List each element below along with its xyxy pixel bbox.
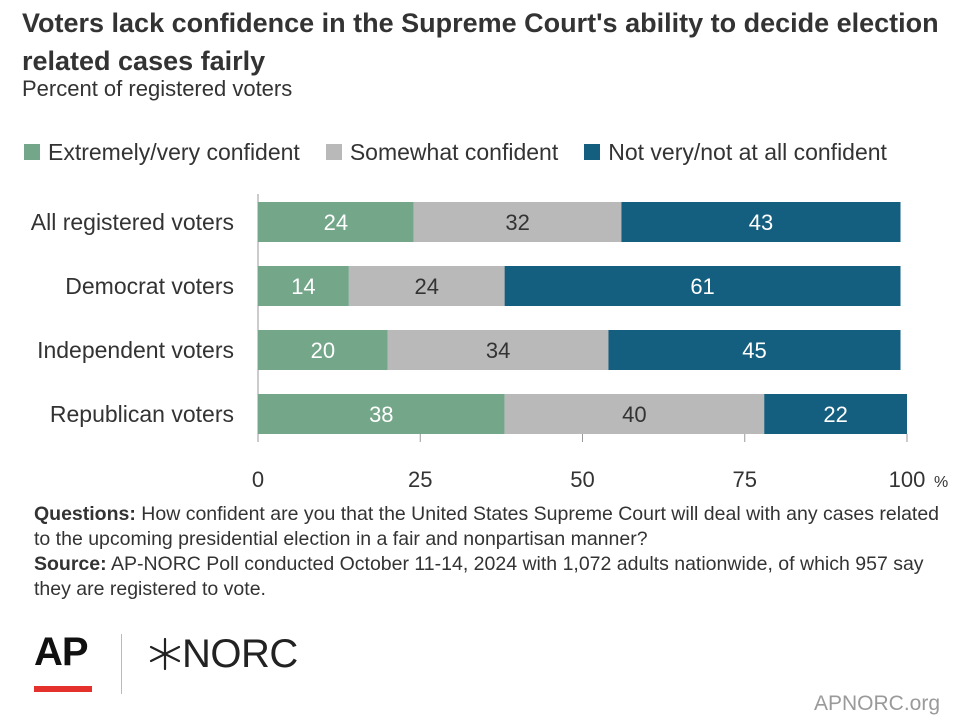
- category-label: Republican voters: [50, 401, 234, 427]
- x-tick-label: 50: [570, 467, 594, 490]
- legend-swatch-somewhat: [325, 144, 342, 160]
- bar-segment: [504, 394, 765, 434]
- legend-label-not-confident: Not very/not at all confident: [608, 138, 887, 165]
- data-label: 34: [486, 338, 510, 363]
- bar-segment: [258, 266, 349, 306]
- bar-segment: [621, 202, 901, 242]
- bar-segment: [258, 202, 414, 242]
- bar-chart: All registered voters 24 32 43 Democrat vote…: [31, 194, 948, 490]
- data-label: 38: [369, 402, 393, 427]
- bar-segment: [258, 394, 505, 434]
- logo-divider: [121, 634, 122, 694]
- category-label: All registered voters: [31, 209, 234, 235]
- category-label: Democrat voters: [65, 273, 234, 299]
- x-unit-label: %: [934, 474, 948, 490]
- norc-star-icon: [149, 637, 181, 671]
- data-label: 24: [414, 274, 438, 299]
- bar-segment: [258, 330, 388, 370]
- data-label: 20: [311, 338, 335, 363]
- legend-label-confident: Extremely/very confident: [48, 138, 300, 165]
- source-text: AP-NORC Poll conducted October 11-14, 20…: [34, 553, 924, 600]
- bar-segment: [348, 266, 505, 306]
- legend-label-somewhat: Somewhat confident: [349, 138, 559, 165]
- legend-swatch-confident: [24, 144, 40, 160]
- data-label: 40: [622, 402, 646, 427]
- data-label: 61: [690, 274, 714, 299]
- norc-logo-text: NORC: [182, 632, 298, 676]
- bar-segment: [504, 266, 901, 306]
- source-label: Source:: [34, 553, 107, 575]
- legend: Extremely/very confident Somewhat confid…: [24, 138, 887, 166]
- norc-logo: NORC: [148, 630, 298, 678]
- legend-item-confident: Extremely/very confident: [24, 139, 300, 166]
- bar-segment: [413, 202, 622, 242]
- ap-logo-bar: [34, 686, 92, 692]
- bar-segment: [387, 330, 609, 370]
- footnote: Questions: How confident are you that th…: [34, 502, 959, 602]
- questions-text: How confident are you that the United St…: [34, 503, 940, 550]
- x-tick-label: 75: [733, 467, 757, 490]
- ap-logo: AP: [34, 630, 89, 674]
- legend-swatch-not-confident: [584, 144, 601, 160]
- legend-item-somewhat: Somewhat confident: [325, 138, 559, 166]
- data-label: 32: [505, 210, 529, 235]
- site-url: APNORC.org: [813, 692, 940, 715]
- chart-subtitle: Percent of registered voters: [22, 76, 293, 101]
- category-label: Independent voters: [37, 337, 234, 363]
- data-label: 43: [749, 210, 773, 235]
- chart-title: Voters lack confidence in the Supreme Co…: [22, 8, 939, 76]
- legend-item-not-confident: Not very/not at all confident: [584, 139, 887, 166]
- bar-segment: [764, 394, 907, 434]
- data-label: 24: [324, 210, 348, 235]
- bar-segment: [608, 330, 901, 370]
- data-label: 22: [823, 402, 847, 427]
- data-label: 45: [742, 338, 766, 363]
- questions-label: Questions:: [34, 503, 136, 525]
- x-tick-label: 100: [889, 467, 926, 490]
- x-tick-label: 25: [408, 467, 432, 490]
- x-tick-label: 0: [252, 467, 264, 490]
- data-label: 14: [291, 274, 315, 299]
